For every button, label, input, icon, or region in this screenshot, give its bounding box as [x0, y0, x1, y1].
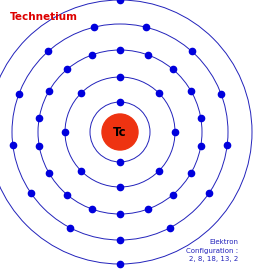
- Text: Elektron
Configuration :
2, 8, 18, 13, 2: Elektron Configuration : 2, 8, 18, 13, 2: [186, 239, 238, 262]
- Text: Technetium: Technetium: [10, 12, 78, 22]
- Text: Tc: Tc: [113, 125, 127, 139]
- Circle shape: [102, 114, 138, 150]
